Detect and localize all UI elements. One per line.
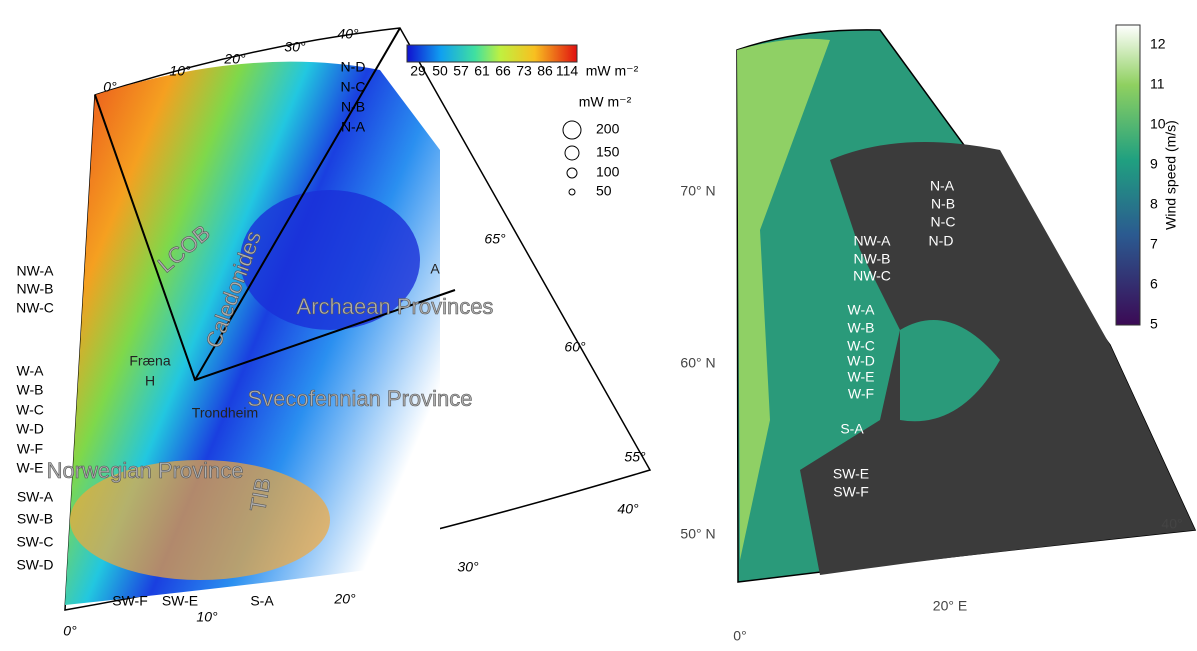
site-label: SW-E <box>162 593 198 609</box>
site-label: NW-B <box>16 281 53 297</box>
colorbar-tick: 86 <box>537 63 553 79</box>
colorbar-tick: 61 <box>474 63 490 79</box>
site-label: SW-C <box>694 435 731 451</box>
site-label: NW-B <box>853 251 890 267</box>
site-label: SW-B <box>17 511 53 527</box>
site-label: W-B <box>17 382 44 398</box>
graticule-label: 50° N <box>680 526 715 542</box>
graticule-label: 0° <box>733 628 746 644</box>
site-label: NW-C <box>16 300 54 316</box>
graticule-label: 40° <box>617 501 639 517</box>
site-label: N-D <box>341 59 366 75</box>
legend-unit: mW m⁻² <box>579 94 632 110</box>
site-label: NW-C <box>853 268 891 284</box>
region-label: Archaean Provinces <box>297 294 494 319</box>
site-label: W-D <box>16 421 44 437</box>
legend-symbol <box>567 168 577 178</box>
site-label: SW-A <box>695 396 732 412</box>
legend-label: 150 <box>596 144 620 160</box>
site-label: W-E <box>17 460 44 476</box>
graticule-label: 20° <box>333 591 356 607</box>
site-label: W-B <box>848 320 875 336</box>
site-label: W-C <box>16 402 44 418</box>
colorbar-tick: 73 <box>516 63 532 79</box>
colorbar-tick: 66 <box>495 63 511 79</box>
site-label: SW-B <box>695 415 731 431</box>
site-label: W-F <box>848 386 874 402</box>
site-label: SW-E <box>833 466 869 482</box>
region-label: Trondheim <box>192 405 258 421</box>
colorbar-tick: 50 <box>432 63 448 79</box>
colorbar-tick: 9 <box>1150 156 1158 172</box>
site-label: NW-A <box>853 233 891 249</box>
site-label: W-A <box>848 302 876 318</box>
graticule-label: 30° <box>284 39 306 55</box>
graticule-label: 60° <box>564 339 586 355</box>
graticule-label: 0° <box>63 623 77 639</box>
legend-label: 50 <box>596 183 612 199</box>
graticule-label: 0° <box>103 79 117 95</box>
colorbar-tick: 114 <box>556 63 579 79</box>
site-label: NW-A <box>16 263 54 279</box>
site-label: W-D <box>847 353 875 369</box>
colorbar-unit: mW m⁻² <box>586 63 639 79</box>
legend-symbol <box>569 189 575 195</box>
site-label: SW-C <box>16 534 53 550</box>
site-label: N-A <box>930 178 955 194</box>
site-label: N-B <box>931 196 955 212</box>
site-label: SW-F <box>112 593 148 609</box>
site-label: N-A <box>341 119 366 135</box>
colorbar-tick: 12 <box>1150 36 1166 52</box>
region-label: Fræna <box>129 353 170 369</box>
site-label: N-C <box>931 214 956 230</box>
colorbar-tick: 5 <box>1150 316 1158 332</box>
site-label: W-C <box>847 338 875 354</box>
legend-symbol <box>563 121 581 139</box>
colorbar-tick: 6 <box>1150 276 1158 292</box>
graticule-label: 30° <box>457 559 479 575</box>
colorbar <box>407 45 577 62</box>
site-label: SW-F <box>833 484 869 500</box>
site-label: N-C <box>341 79 366 95</box>
graticule-label: 10° <box>169 63 191 79</box>
site-label: SW-D <box>694 456 731 472</box>
colorbar-tick: 57 <box>453 63 469 79</box>
region-label: Svecofennian Province <box>247 386 472 411</box>
legend-label: 100 <box>596 164 620 180</box>
colorbar-tick: 29 <box>410 63 426 79</box>
site-label: N-D <box>929 233 954 249</box>
colorbar-label: Wind speed (m/s) <box>1163 120 1179 230</box>
region-label: A <box>430 261 440 277</box>
site-label: N-B <box>341 99 365 115</box>
colorbar-tick: 7 <box>1150 236 1158 252</box>
graticule-label: 60° N <box>680 355 715 371</box>
graticule-label: 20° E <box>933 598 967 614</box>
graticule-label: 20° <box>223 51 246 67</box>
graticule-label: 10° <box>196 609 218 625</box>
graticule-label: 55° <box>624 449 646 465</box>
figure: 29505761667386114mW m⁻²mW m⁻²20015010050… <box>0 0 1197 651</box>
site-label: W-E <box>848 369 875 385</box>
site-label: W-A <box>17 363 45 379</box>
site-label: W-F <box>17 441 43 457</box>
legend-label: 200 <box>596 121 620 137</box>
graticule-label: 40° <box>1161 516 1182 532</box>
site-label: S-A <box>250 593 274 609</box>
site-label: SW-A <box>17 489 54 505</box>
site-label: SW-D <box>16 557 53 573</box>
graticule-label: 65° <box>484 231 506 247</box>
site-label: S-A <box>840 421 864 437</box>
graticule-label: 40° <box>337 26 359 42</box>
graticule-label: 70° N <box>680 183 715 199</box>
region-label: Norwegian Province <box>47 458 244 483</box>
left-map <box>65 28 650 610</box>
colorbar <box>1116 25 1140 325</box>
region-label: H <box>145 373 155 389</box>
legend-symbol <box>565 146 579 160</box>
colorbar-tick: 8 <box>1150 196 1158 212</box>
colorbar-tick: 11 <box>1150 76 1165 92</box>
